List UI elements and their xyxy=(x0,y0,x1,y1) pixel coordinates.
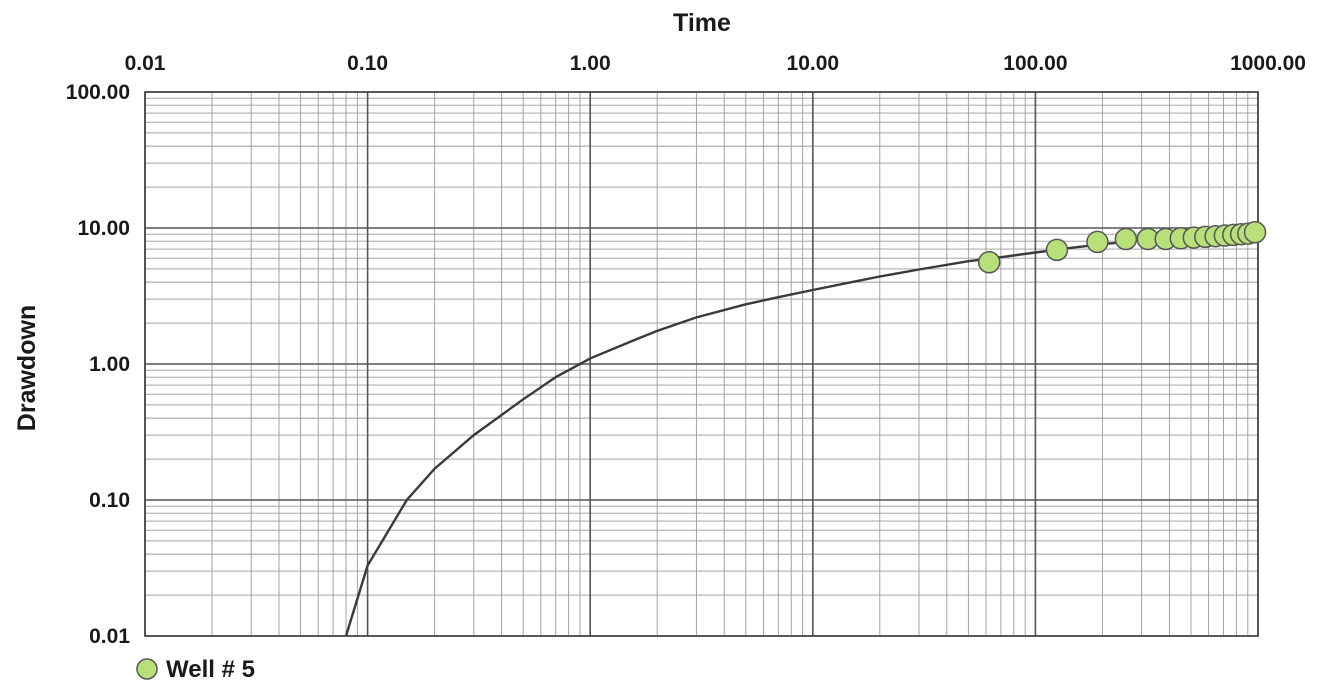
data-point xyxy=(1114,227,1138,251)
x-tick-label: 10.00 xyxy=(787,52,840,75)
y-tick-label: 100.00 xyxy=(66,81,130,104)
legend-marker-icon xyxy=(136,658,158,680)
data-point xyxy=(1045,238,1069,262)
x-tick-label: 0.10 xyxy=(347,52,388,75)
data-points-layer xyxy=(977,221,1267,274)
data-point xyxy=(1243,221,1267,244)
data-point xyxy=(977,250,1001,274)
x-tick-label: 1000.00 xyxy=(1230,52,1306,75)
legend-label: Well # 5 xyxy=(166,656,255,683)
plot-frame xyxy=(144,91,1259,637)
x-tick-labels: 0.01 0.10 1.00 10.00 100.00 1000.00 xyxy=(125,52,1306,75)
y-tick-label: 1.00 xyxy=(89,353,130,376)
data-point xyxy=(1086,230,1109,254)
x-axis-title: Time xyxy=(673,9,731,37)
x-tick-label: 100.00 xyxy=(1003,52,1067,75)
legend: Well # 5 xyxy=(136,656,255,683)
y-tick-label: 0.01 xyxy=(89,625,130,648)
x-tick-label: 1.00 xyxy=(570,52,611,75)
y-tick-labels: 0.01 0.10 1.00 10.00 100.00 xyxy=(66,81,131,648)
y-tick-label: 10.00 xyxy=(77,217,130,240)
y-tick-label: 0.10 xyxy=(89,489,130,512)
x-tick-label: 0.01 xyxy=(125,52,166,75)
y-axis-title: Drawdown xyxy=(13,305,41,431)
